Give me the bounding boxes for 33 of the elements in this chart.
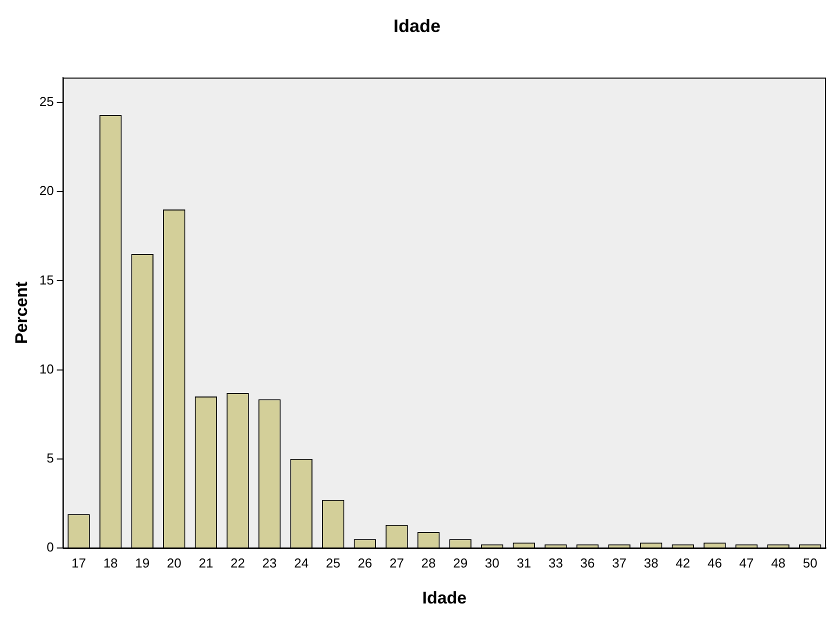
x-tick-label: 36 <box>580 555 595 570</box>
x-tick-label: 46 <box>707 555 722 570</box>
x-tick-label: 17 <box>72 555 86 570</box>
x-tick-label: 19 <box>135 555 150 570</box>
x-tick-label: 21 <box>198 555 214 570</box>
y-tick-label: 25 <box>39 94 54 110</box>
y-tick-label: 20 <box>39 183 54 198</box>
x-tick-label: 29 <box>453 555 468 570</box>
y-tick-label: 0 <box>46 540 54 555</box>
x-tick-label: 50 <box>802 555 818 570</box>
x-tick-label: 27 <box>390 555 404 570</box>
x-tick-label: 25 <box>326 555 340 570</box>
x-axis-title: Idade <box>422 588 467 608</box>
x-tick-label: 26 <box>358 555 372 570</box>
y-tick-label: 10 <box>39 361 54 376</box>
chart-title: Idade <box>393 16 441 36</box>
x-tick-label: 48 <box>771 555 786 570</box>
x-tick-label: 23 <box>262 555 277 570</box>
y-axis-title: Percent <box>12 281 31 344</box>
x-tick-label: 47 <box>739 555 754 570</box>
x-tick-label: 24 <box>294 555 309 570</box>
y-tick-label: 15 <box>39 272 54 288</box>
y-tick-label: 5 <box>46 450 54 466</box>
x-tick-label: 42 <box>676 555 690 570</box>
x-tick-label: 33 <box>548 555 563 570</box>
x-tick-label: 28 <box>421 555 436 570</box>
x-tick-label: 22 <box>230 555 245 570</box>
x-tick-label: 18 <box>103 555 118 570</box>
x-tick-label: 37 <box>612 555 627 570</box>
x-tick-label: 20 <box>166 555 182 570</box>
x-tick-label: 38 <box>644 555 658 570</box>
x-tick-label: 31 <box>516 555 532 570</box>
x-tick-label: 30 <box>484 555 500 570</box>
